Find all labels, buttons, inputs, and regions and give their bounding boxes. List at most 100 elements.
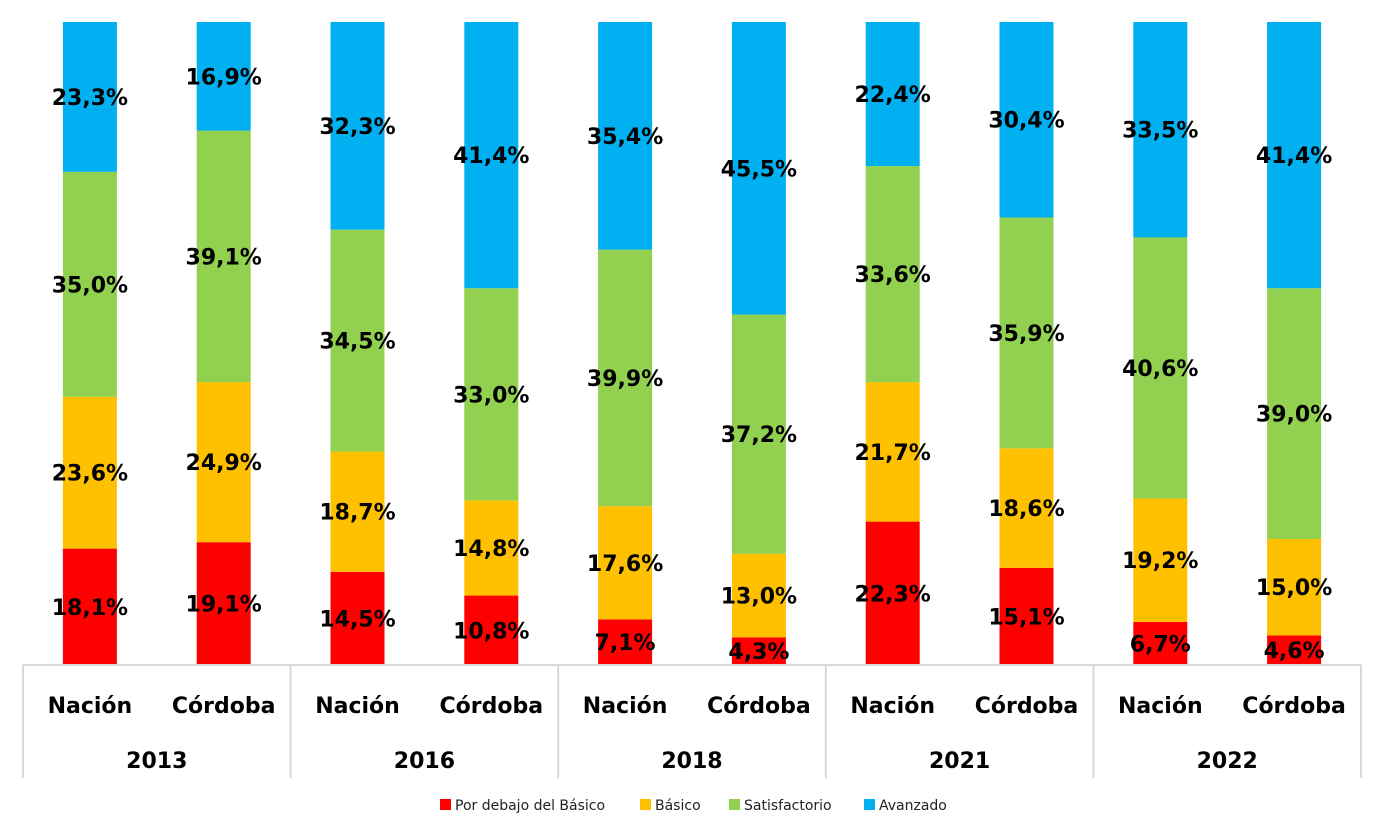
bar-segment [62, 171, 117, 397]
data-label: 18,6% [988, 497, 1064, 522]
data-label: 23,6% [52, 462, 128, 487]
data-label: 22,3% [855, 582, 931, 607]
data-label: 19,2% [1122, 549, 1198, 574]
category-label: Córdoba [707, 694, 811, 719]
bar-segment [62, 396, 117, 549]
bar-segment [598, 506, 653, 620]
data-label: 33,6% [855, 263, 931, 288]
data-label: 23,3% [52, 86, 128, 111]
data-label: 4,3% [728, 640, 789, 665]
category-label: Córdoba [440, 694, 544, 719]
bar-segment [62, 22, 117, 172]
data-label: 40,6% [1122, 357, 1198, 382]
category-label: Nación [583, 694, 668, 719]
legend-swatch [640, 799, 651, 810]
bar-segment [1267, 22, 1322, 289]
bar-segment [1267, 635, 1322, 665]
data-label: 6,7% [1130, 632, 1191, 657]
data-label: 39,0% [1256, 403, 1332, 428]
bar-segment [1133, 621, 1188, 665]
legend-label: Satisfactorio [744, 798, 832, 814]
data-label: 18,7% [319, 501, 395, 526]
category-label: Córdoba [172, 694, 276, 719]
legend-label: Por debajo del Básico [455, 798, 605, 814]
bar-segment [196, 22, 251, 131]
data-label: 39,1% [186, 245, 262, 270]
data-label: 17,6% [587, 552, 663, 577]
bar-segment [464, 595, 519, 665]
data-label: 15,1% [988, 605, 1064, 630]
bar-segment [865, 166, 920, 383]
bar-segment [1133, 498, 1188, 622]
data-label: 41,4% [1256, 144, 1332, 169]
group-label: 2018 [661, 749, 722, 774]
category-label: Nación [1118, 694, 1203, 719]
legend-swatch [729, 799, 740, 810]
data-label: 15,0% [1256, 576, 1332, 601]
bar-segment [999, 22, 1054, 218]
group-label: 2016 [394, 749, 455, 774]
data-label: 32,3% [319, 115, 395, 140]
data-label: 21,7% [855, 441, 931, 466]
data-label: 19,1% [186, 593, 262, 618]
bar-segment [1267, 288, 1322, 539]
data-label: 7,1% [595, 631, 656, 656]
bar-segment [330, 451, 385, 572]
data-label: 22,4% [855, 83, 931, 108]
group-label: 2013 [126, 749, 187, 774]
data-label: 18,1% [52, 596, 128, 621]
bar-segment [865, 382, 920, 522]
legend-label: Avanzado [879, 798, 947, 814]
data-label: 35,0% [52, 273, 128, 298]
data-label: 41,4% [453, 144, 529, 169]
category-label: Córdoba [975, 694, 1079, 719]
group-label: 2021 [929, 749, 990, 774]
data-label: 39,9% [587, 367, 663, 392]
bar-segment [731, 637, 786, 665]
legend-swatch [440, 799, 451, 810]
data-label: 16,9% [186, 65, 262, 90]
data-label: 30,4% [988, 109, 1064, 134]
bar-segment [330, 22, 385, 230]
category-label: Córdoba [1242, 694, 1346, 719]
bar-segment [865, 22, 920, 167]
category-label: Nación [850, 694, 935, 719]
bar-segment [598, 22, 653, 250]
bar-segment [865, 521, 920, 665]
bar-segment [196, 382, 251, 543]
data-label: 34,5% [319, 330, 395, 355]
data-label: 45,5% [721, 157, 797, 182]
bar-segment [598, 249, 653, 507]
bar-segment [731, 314, 786, 554]
bar-segment [464, 500, 519, 596]
data-label: 13,0% [721, 585, 797, 610]
bar-segment [731, 22, 786, 315]
data-label: 24,9% [186, 451, 262, 476]
bar-segment [598, 619, 653, 665]
bar-segment [464, 22, 519, 289]
bar-segment [999, 217, 1054, 449]
category-label: Nación [48, 694, 133, 719]
bar-segment [731, 553, 786, 638]
data-label: 35,4% [587, 125, 663, 150]
bar-segment [1133, 237, 1188, 499]
bar-segment [196, 130, 251, 383]
bar-segment [999, 567, 1054, 665]
bar-segment [999, 448, 1054, 568]
bar-segment [330, 229, 385, 452]
legend-label: Básico [655, 798, 701, 814]
data-label: 14,5% [319, 607, 395, 632]
data-label: 10,8% [453, 619, 529, 644]
bar-segment [1133, 22, 1188, 238]
data-label: 37,2% [721, 423, 797, 448]
data-label: 4,6% [1264, 639, 1325, 664]
bar-segment [196, 542, 251, 665]
group-label: 2022 [1197, 749, 1258, 774]
data-label: 35,9% [988, 322, 1064, 347]
data-label: 33,5% [1122, 119, 1198, 144]
legend-swatch [864, 799, 875, 810]
data-label: 14,8% [453, 537, 529, 562]
bar-segment [62, 548, 117, 665]
bar-segment [330, 571, 385, 665]
